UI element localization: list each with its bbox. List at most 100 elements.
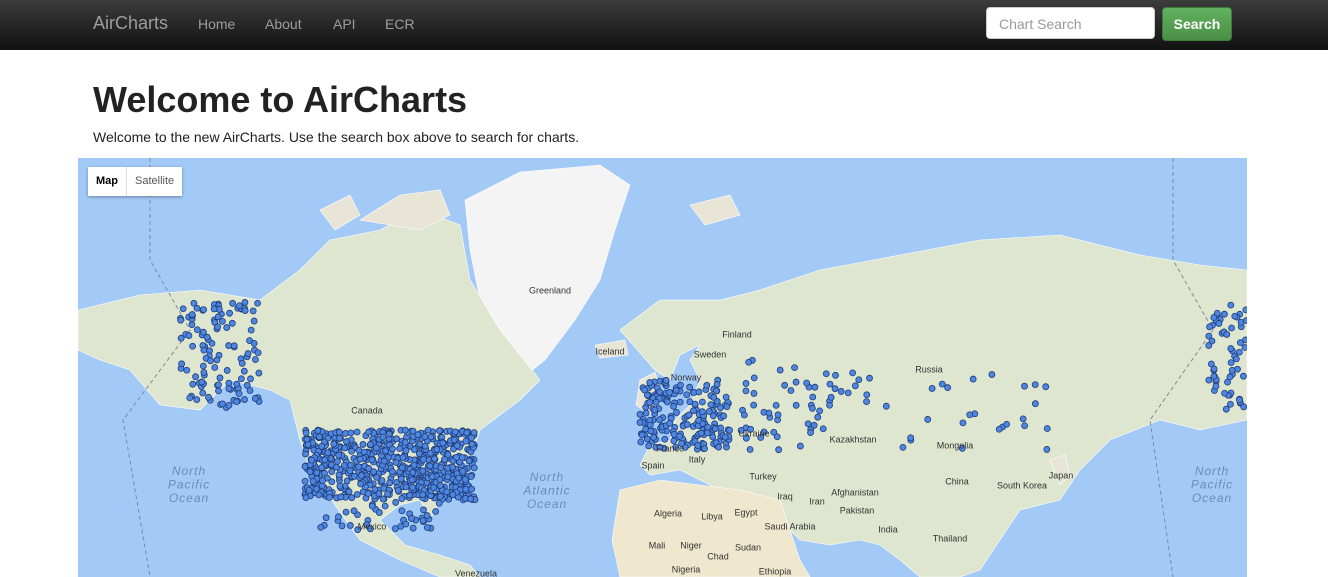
- place-label: Venezuela: [455, 568, 497, 577]
- ocean-label: Pacific: [1191, 478, 1233, 492]
- marker: [451, 428, 459, 436]
- marker: [1021, 422, 1029, 430]
- marker: [381, 502, 389, 510]
- marker: [353, 491, 361, 498]
- place-label: Saudi Arabia: [764, 521, 815, 531]
- marker: [398, 464, 406, 472]
- marker: [219, 400, 226, 408]
- marker: [444, 473, 452, 481]
- marker: [410, 446, 418, 454]
- marker: [1210, 372, 1218, 380]
- nav-link[interactable]: ECR: [385, 16, 415, 32]
- marker: [225, 402, 233, 409]
- marker: [389, 468, 396, 475]
- marker: [313, 485, 320, 493]
- marker: [651, 406, 659, 414]
- marker: [811, 383, 819, 391]
- marker: [645, 442, 653, 450]
- place-label: Spain: [641, 460, 664, 470]
- marker: [211, 364, 219, 371]
- marker: [200, 346, 208, 354]
- marker: [305, 486, 313, 494]
- marker: [346, 467, 354, 475]
- place-label: Iran: [809, 496, 825, 506]
- marker: [1042, 383, 1050, 391]
- dateline: [122, 158, 1214, 577]
- marker: [1031, 400, 1039, 408]
- marker: [1240, 403, 1247, 411]
- marker: [225, 342, 233, 349]
- marker: [368, 456, 376, 464]
- search-input[interactable]: Chart Search: [986, 7, 1155, 39]
- nav-link[interactable]: API: [333, 16, 356, 32]
- marker: [225, 385, 233, 392]
- marker: [1223, 331, 1231, 338]
- marker: [355, 463, 363, 471]
- marker: [747, 425, 755, 433]
- marker: [1243, 317, 1247, 324]
- place-label: Canada: [351, 405, 383, 415]
- marker: [459, 467, 467, 475]
- marker: [722, 393, 730, 401]
- brand[interactable]: AirCharts: [93, 13, 169, 33]
- marker: [336, 434, 343, 442]
- place-label: Chad: [707, 551, 729, 561]
- map-button[interactable]: Map: [88, 167, 127, 196]
- marker: [235, 390, 243, 398]
- marker: [423, 524, 431, 531]
- marker: [192, 373, 199, 381]
- marker: [717, 424, 725, 432]
- marker: [240, 367, 248, 375]
- search-button[interactable]: Search: [1162, 7, 1232, 41]
- marker: [851, 382, 859, 390]
- marker: [468, 485, 476, 493]
- marker: [450, 436, 458, 444]
- marker: [308, 456, 316, 464]
- marker: [218, 317, 226, 325]
- nav-link[interactable]: Home: [198, 16, 236, 32]
- marker: [837, 388, 845, 395]
- marker: [419, 517, 427, 524]
- marker: [1206, 323, 1213, 331]
- marker: [439, 439, 447, 447]
- marker: [200, 306, 207, 313]
- marker: [809, 393, 817, 401]
- marker: [420, 506, 427, 514]
- marker: [431, 455, 438, 463]
- marker: [246, 387, 254, 394]
- marker: [1205, 332, 1213, 340]
- place-label: Ukraine: [738, 428, 769, 438]
- map[interactable]: Greenland Iceland Finland Sweden Norway Russi…: [78, 158, 1247, 577]
- satellite-button[interactable]: Satellite: [135, 175, 175, 187]
- place-label: Algeria: [654, 508, 682, 518]
- marker: [302, 494, 310, 502]
- marker: [704, 423, 712, 431]
- nav-link[interactable]: About: [265, 16, 302, 32]
- marker: [179, 305, 187, 313]
- place-label: Ethiopia: [759, 566, 792, 576]
- marker: [988, 371, 996, 378]
- marker: [1228, 366, 1236, 374]
- marker: [1227, 301, 1235, 309]
- marker: [359, 441, 367, 448]
- marker: [203, 333, 211, 341]
- marker: [188, 321, 196, 328]
- marker: [832, 371, 839, 379]
- marker: [1242, 336, 1247, 344]
- place-label: Mongolia: [937, 440, 974, 450]
- marker: [666, 388, 673, 396]
- marker: [650, 433, 658, 441]
- marker: [398, 495, 406, 502]
- marker: [713, 387, 720, 395]
- marker: [661, 435, 669, 443]
- marker: [1228, 324, 1235, 332]
- marker: [335, 471, 343, 479]
- map-type-control: Map Satellite: [88, 167, 183, 196]
- marker: [366, 525, 374, 533]
- marker: [193, 396, 201, 404]
- marker: [189, 342, 197, 350]
- marker: [1227, 345, 1235, 352]
- marker: [421, 442, 429, 450]
- marker: [393, 435, 400, 443]
